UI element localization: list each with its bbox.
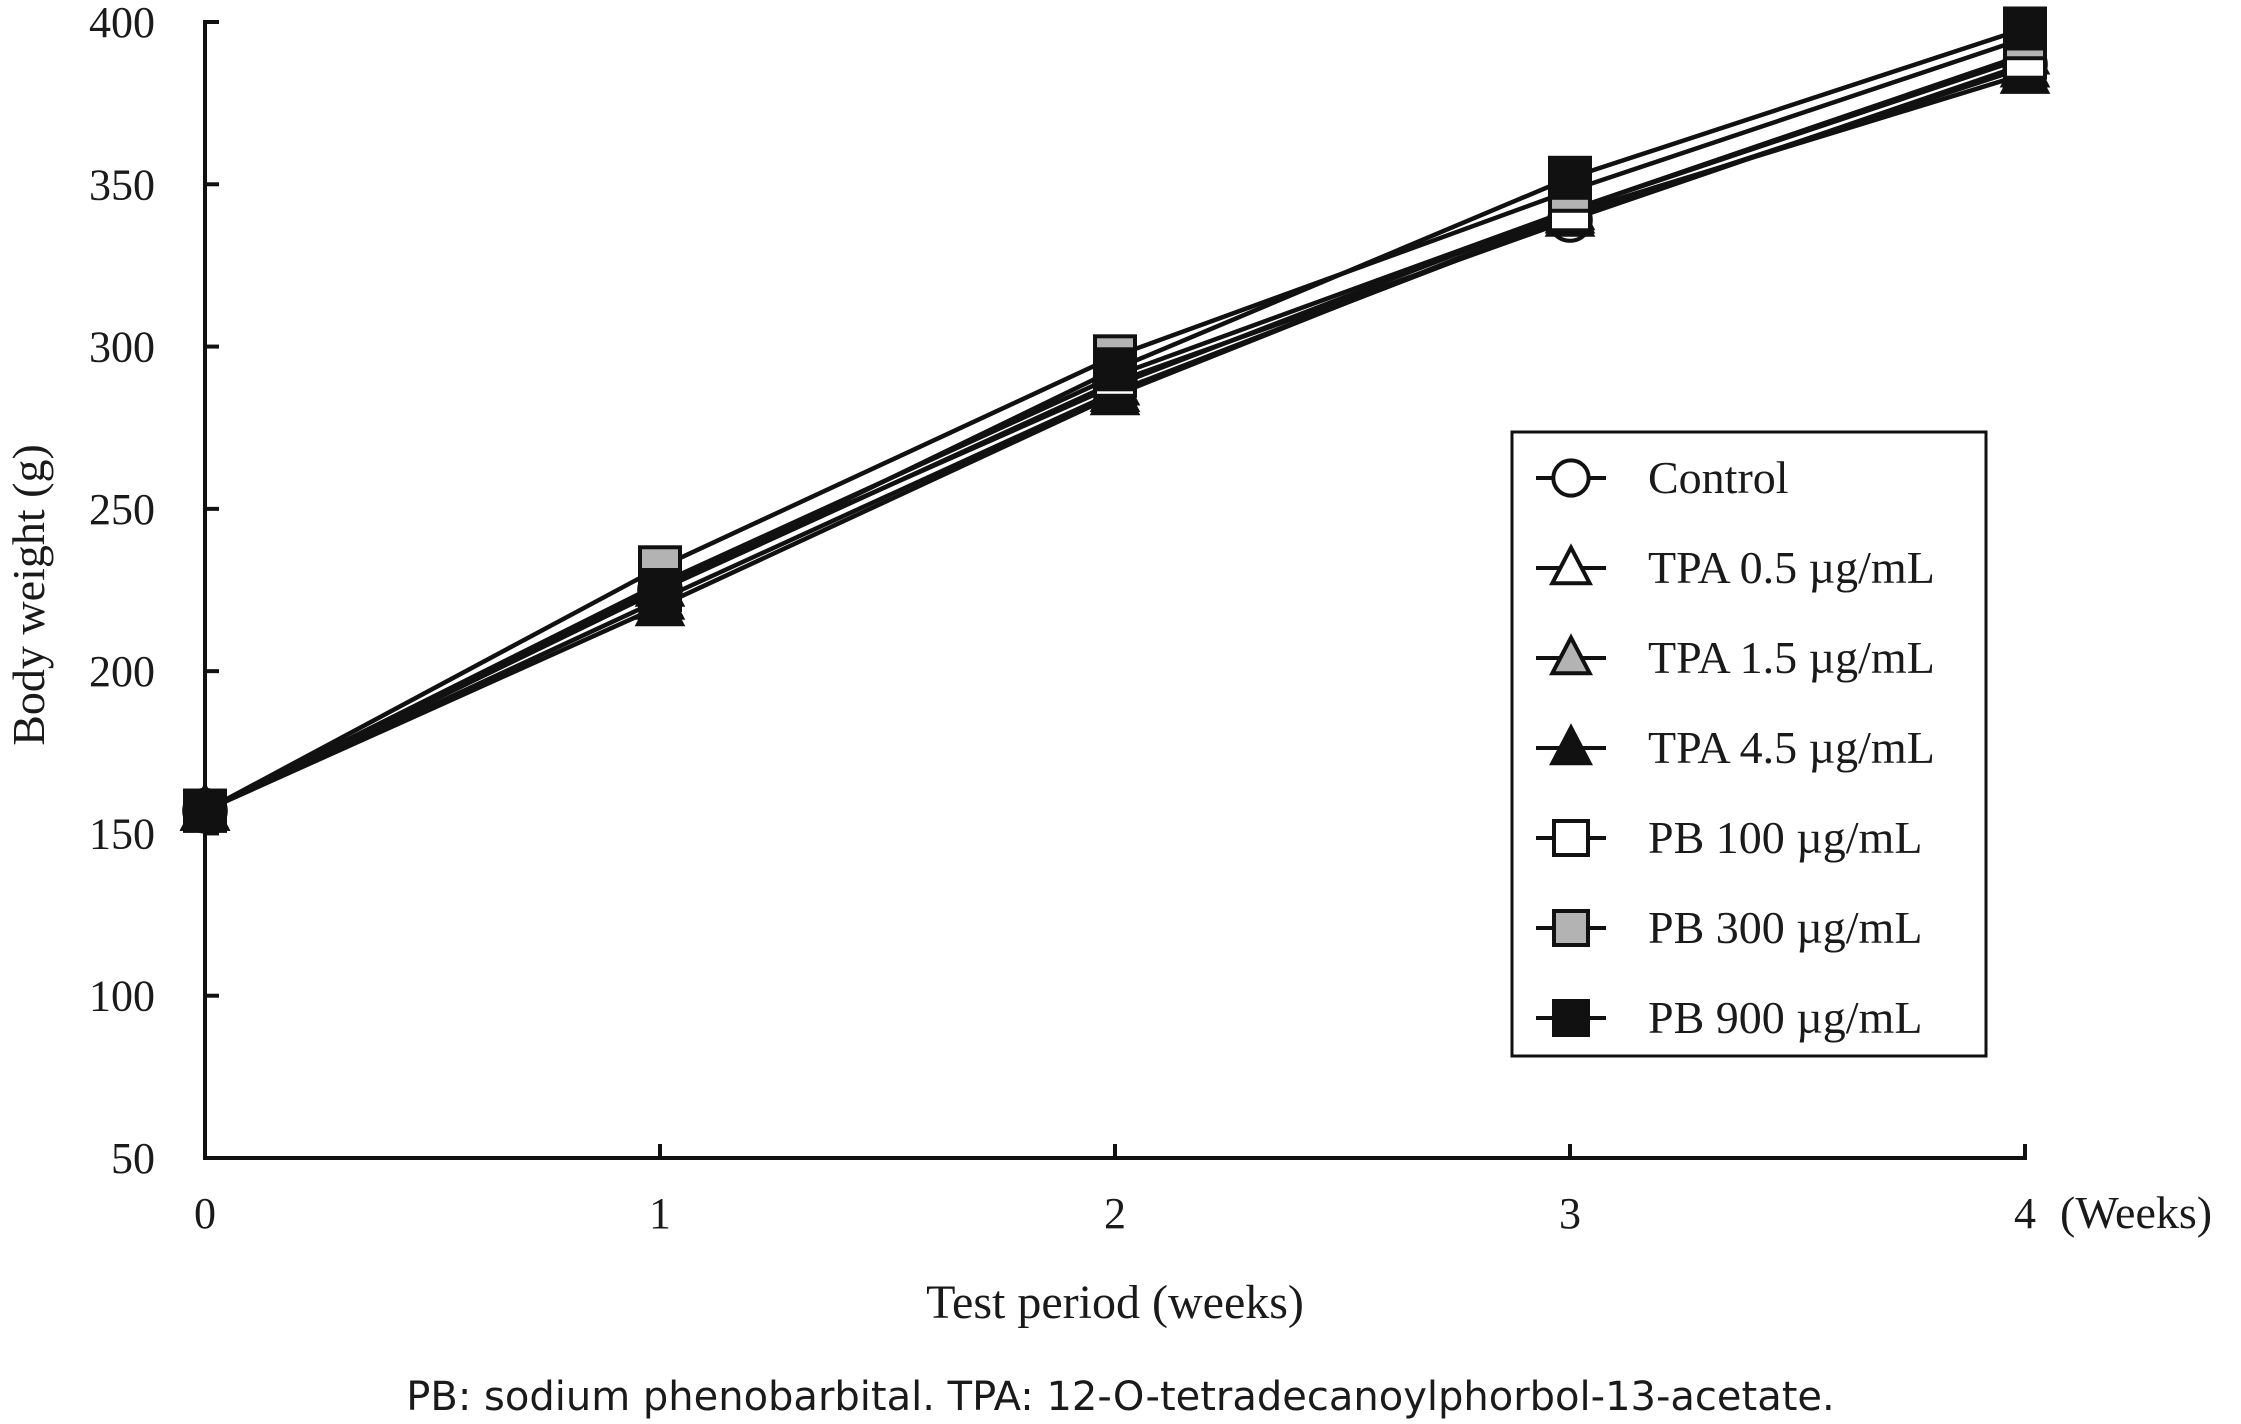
legend-label: Control: [1648, 452, 1789, 503]
y-tick-label: 300: [89, 323, 155, 372]
y-tick-label: 250: [89, 485, 155, 534]
legend-marker: [1548, 633, 1594, 676]
legend-label: PB 300 µg/mL: [1648, 902, 1922, 953]
x-tick-label: 0: [194, 1189, 216, 1238]
legend: Control TPA 0.5 µg/mL TPA 1.5 µg/mL TPA 4.5…: [1510, 430, 1988, 1058]
legend-label: PB 100 µg/mL: [1648, 812, 1922, 863]
y-tick-label: 100: [89, 972, 155, 1021]
legend-marker: [1551, 458, 1591, 498]
data-point: [1093, 347, 1137, 392]
legend-marker: [1548, 543, 1594, 586]
y-tick-label: 200: [89, 647, 155, 696]
data-point: [183, 788, 227, 833]
y-tick-label: 350: [89, 160, 155, 209]
x-tick-label: 1: [649, 1189, 671, 1238]
legend-label: PB 900 µg/mL: [1648, 992, 1922, 1043]
y-axis-label: Body weight (g): [3, 444, 54, 746]
legend-marker: [1548, 723, 1594, 766]
y-tick-label: 50: [111, 1134, 155, 1183]
x-axis-unit-label: (Weeks): [2060, 1187, 2212, 1238]
legend-box: [1510, 430, 1988, 1058]
x-tick-label: 4: [2014, 1189, 2036, 1238]
axes: 50 100 150 200 250 300 350 400 0 1 2 3 4: [89, 0, 2036, 1238]
y-tick-label: 150: [89, 809, 155, 858]
data-point: [2003, 6, 2047, 51]
data-point: [1548, 155, 1592, 200]
x-tick-label: 3: [1559, 1189, 1581, 1238]
legend-label: TPA 1.5 µg/mL: [1648, 632, 1935, 683]
x-axis-label: Test period (weeks): [926, 1276, 1304, 1329]
data-point: [638, 568, 682, 612]
figure-caption: PB: sodium phenobarbital. TPA: 12-O-tetr…: [406, 1374, 1835, 1420]
legend-marker: [1552, 819, 1590, 857]
x-tick-label: 2: [1104, 1189, 1126, 1238]
y-tick-label: 400: [89, 0, 155, 47]
series-markers: [179, 6, 2051, 834]
legend-label: TPA 4.5 µg/mL: [1648, 722, 1935, 773]
legend-marker: [1552, 999, 1590, 1037]
legend-label: TPA 0.5 µg/mL: [1648, 542, 1935, 593]
legend-marker: [1552, 909, 1590, 947]
